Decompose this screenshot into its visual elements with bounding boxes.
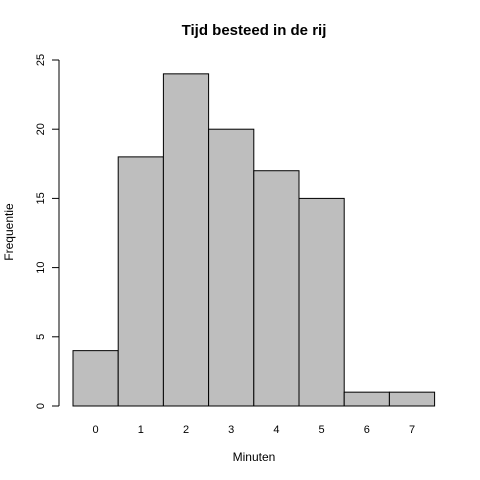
- y-axis-label: Frequentie: [2, 203, 16, 261]
- x-tick-label: 5: [319, 424, 325, 436]
- y-tick-label: 10: [35, 261, 47, 273]
- x-tick-label: 3: [228, 424, 234, 436]
- x-axis-label: Minuten: [233, 450, 276, 464]
- chart-title: Tijd besteed in de rij: [182, 22, 327, 39]
- y-tick-label: 25: [35, 54, 47, 66]
- bar-5: [298, 197, 345, 407]
- bar-6: [343, 391, 390, 407]
- y-tick-label: 20: [35, 123, 47, 135]
- x-tick-label: 6: [364, 424, 370, 436]
- y-tick-label: 15: [35, 192, 47, 204]
- x-tick-label: 0: [93, 424, 99, 436]
- bars-group: [72, 73, 436, 407]
- x-tick-label: 2: [183, 424, 189, 436]
- y-tick-label: 0: [35, 403, 47, 409]
- bar-7: [388, 391, 436, 407]
- bar-2: [162, 73, 210, 407]
- x-tick-label: 7: [409, 424, 415, 436]
- y-axis: 0 5 10 15 20 25: [35, 54, 60, 409]
- bar-3: [208, 128, 255, 407]
- bar-0: [72, 350, 119, 407]
- bar-4: [253, 170, 300, 407]
- x-axis-ticks: 0 1 2 3 4 5 6 7: [93, 424, 416, 436]
- x-tick-label: 1: [138, 424, 144, 436]
- bar-1: [117, 156, 164, 407]
- y-tick-label: 5: [35, 334, 47, 340]
- x-tick-label: 4: [273, 424, 279, 436]
